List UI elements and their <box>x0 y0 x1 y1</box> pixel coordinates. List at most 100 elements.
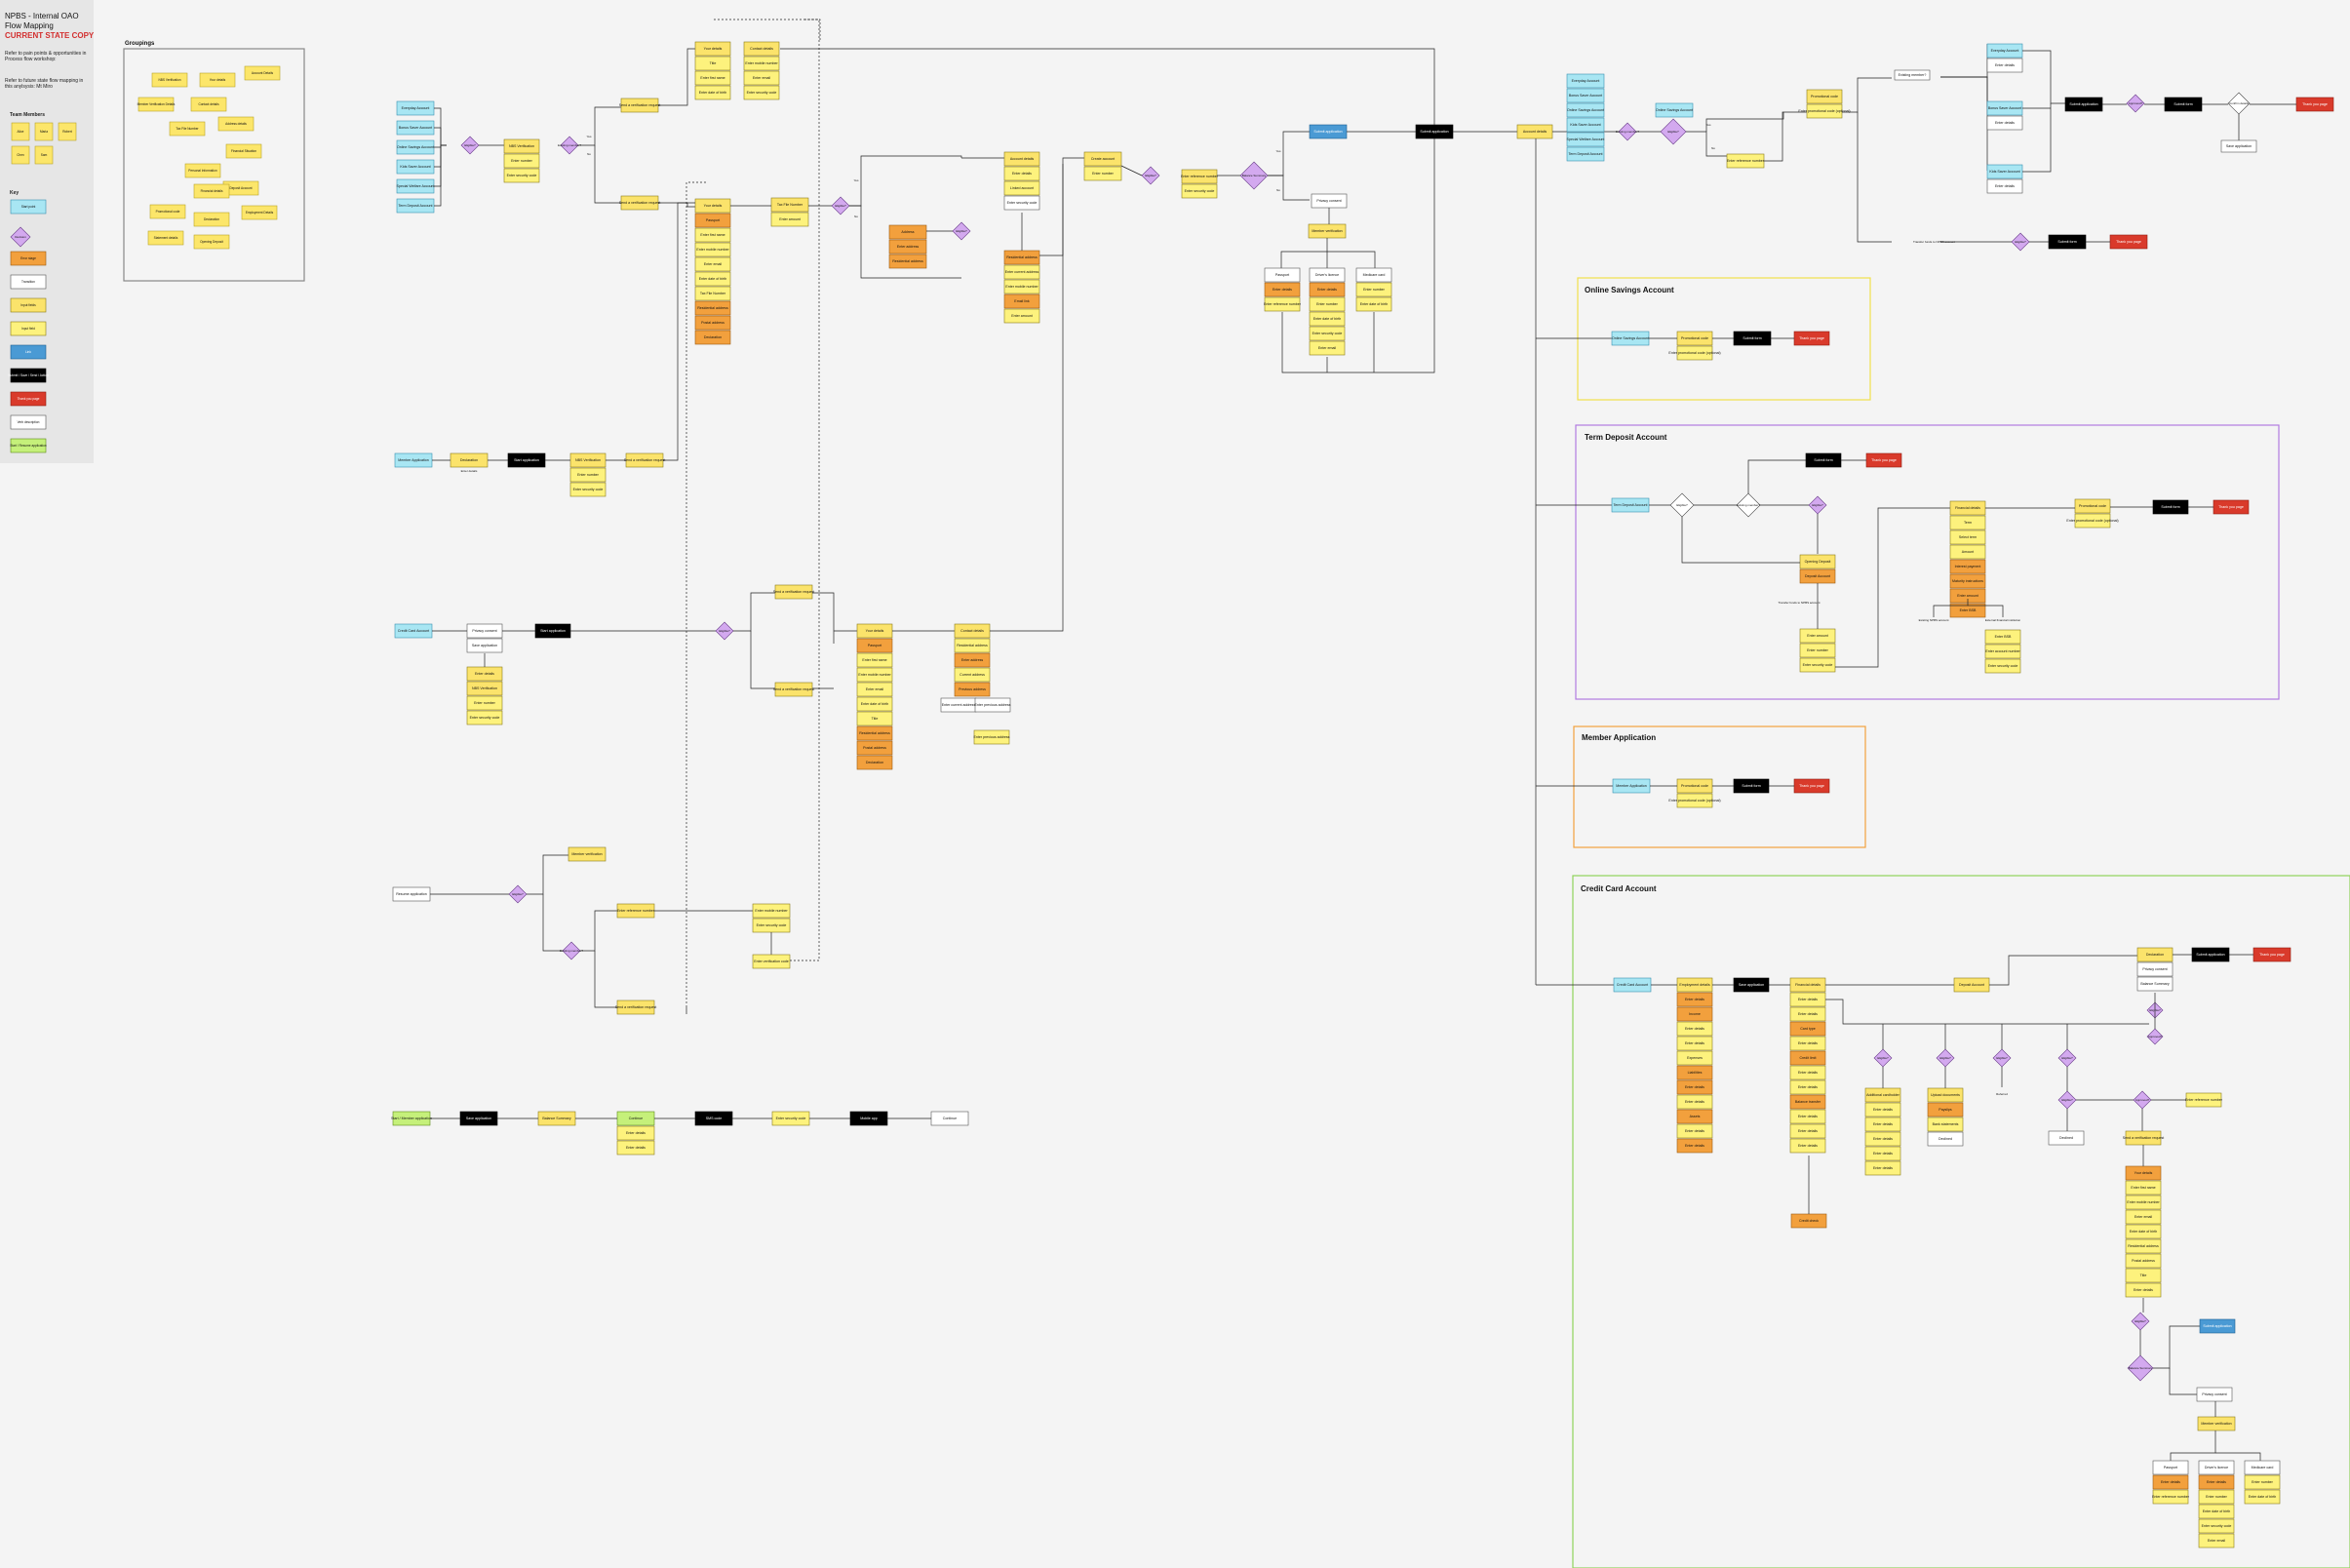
cc-employment-item <box>1676 1109 1713 1124</box>
node-label: Declined <box>1939 1137 1952 1141</box>
connector <box>1835 507 1950 668</box>
cc-upload-item <box>1927 1102 1964 1117</box>
node-label: Balance Summary <box>2140 982 2170 986</box>
decision-label: Approved? <box>2148 1035 2163 1039</box>
decision-label: Eligible? <box>1145 174 1156 177</box>
decision-resume-member <box>562 941 581 960</box>
cc-employment-item <box>1676 1050 1713 1066</box>
decision-label: Existing member? <box>1737 503 1760 507</box>
node-label: Declaration <box>204 217 219 221</box>
node-label: Enter details <box>1685 1027 1704 1031</box>
node-label: Online Savings Account <box>397 145 434 149</box>
decision-label: Eligible? <box>1877 1056 1889 1060</box>
node-label: Tax File Number <box>176 127 199 131</box>
node-label: Promotional code <box>1681 336 1708 340</box>
your-details-main-item <box>694 300 731 316</box>
section-term-deposit: Term Deposit Account <box>1585 433 1667 442</box>
node-label: Resume application <box>396 892 427 896</box>
grouping-sticky <box>149 204 186 219</box>
node-cc-member-verification <box>2197 1416 2236 1431</box>
cc-employment-item <box>1676 1065 1713 1080</box>
title-line1: NPBS - Internal OAO <box>5 12 79 20</box>
decision-transfer <box>2011 232 2030 252</box>
connector <box>1933 599 1969 617</box>
connector <box>594 145 621 204</box>
product-list-item <box>1566 146 1605 162</box>
node-label: Enter email <box>1318 346 1336 350</box>
node-label: Driver's licence <box>1315 273 1339 277</box>
connector <box>849 155 962 207</box>
node-label: Enter amount <box>1011 314 1033 318</box>
node-label: Term Deposit Account <box>1614 503 1648 507</box>
td-financial-item <box>1949 544 1986 560</box>
node-label: Thank you page <box>2302 102 2328 106</box>
node-label: Enter details <box>626 1146 646 1150</box>
node-label: Liabilities <box>1688 1071 1703 1075</box>
label-yes: Yes <box>854 178 859 182</box>
node-label: Thank you page <box>2218 505 2244 509</box>
product-list-item <box>1566 132 1605 147</box>
key-item-error-stage <box>10 251 47 266</box>
node-label: Privacy consent <box>2202 1392 2226 1396</box>
id-licence-item <box>1309 296 1346 312</box>
address-block-item <box>888 239 927 255</box>
node-label: Enter number <box>1363 288 1386 292</box>
key-item-input-field <box>10 321 47 336</box>
node-label: Your details <box>2135 1171 2153 1175</box>
label-no: No <box>854 215 858 218</box>
product-list-item <box>1566 88 1605 103</box>
node-label: Enter details <box>1873 1122 1893 1126</box>
node-label: Passport <box>706 218 720 222</box>
node-save-application-right <box>2220 139 2257 153</box>
id-licence-item <box>1309 340 1346 356</box>
cc-left-contact-item <box>954 682 991 697</box>
node-cc-left-previous <box>974 697 1011 713</box>
entry-connector <box>434 144 447 207</box>
node-label: Enter account number <box>1985 649 2020 653</box>
node-label: Kids Saver Account <box>1989 170 2019 174</box>
node-label: Enter details <box>1798 1129 1818 1133</box>
node-label: Enter first name <box>700 76 725 80</box>
node-label: Enter security code <box>507 174 537 177</box>
cc-financial-item <box>1789 1021 1826 1037</box>
td-amount-item <box>1799 643 1836 658</box>
create-account-item <box>1083 151 1122 167</box>
your-details-main-item <box>694 256 731 272</box>
node-label: Enter details <box>1873 1137 1893 1141</box>
node-label: Term Deposit Account <box>399 204 433 208</box>
cc-declaration-item <box>2136 976 2174 992</box>
node-label: Online Savings Account <box>1567 108 1604 112</box>
td-amount-item <box>1799 657 1836 673</box>
node-label: Enter security code <box>757 923 787 927</box>
key-item-input-fields <box>10 297 47 313</box>
node-label: Select term <box>1959 535 1977 539</box>
label-no: No <box>587 152 591 156</box>
grouping-sticky <box>137 97 175 112</box>
dashed-right <box>790 19 820 961</box>
cc-additional-item <box>1864 1102 1901 1117</box>
node-label: Start application <box>514 458 539 462</box>
node-label: Enter promotional code (optional) <box>1668 799 1720 803</box>
node-label: Passport <box>1275 273 1289 277</box>
label-enter-details: Enter details <box>461 469 478 473</box>
node-label: Contact details <box>198 102 218 106</box>
cc-financial-item <box>1789 1036 1826 1051</box>
note-1: Refer to pain points & opportunities in … <box>5 51 87 62</box>
cc-employment-item <box>1676 1079 1713 1095</box>
node-label: Assets <box>1690 1115 1701 1118</box>
node-label: Enter date of birth <box>861 702 889 706</box>
node-label: Thank you page <box>1799 336 1824 340</box>
node-label: Online Savings Account <box>1656 108 1693 112</box>
node-label: Enter address <box>897 245 920 249</box>
node-label: Financial details <box>1955 506 1980 510</box>
node-label: Send a verification request <box>2123 1136 2165 1140</box>
node-label: Personal Information <box>188 169 217 173</box>
connector <box>1280 238 1328 268</box>
connector <box>733 592 775 632</box>
cc-id-licence-item <box>2198 1474 2235 1490</box>
node-label: Bank statements <box>1933 1122 1959 1126</box>
node-label: Enter amount <box>1957 594 1978 598</box>
node-label: Medicare card <box>2252 1466 2274 1470</box>
contact-details-top-item <box>743 85 780 100</box>
connector <box>1764 111 1807 162</box>
